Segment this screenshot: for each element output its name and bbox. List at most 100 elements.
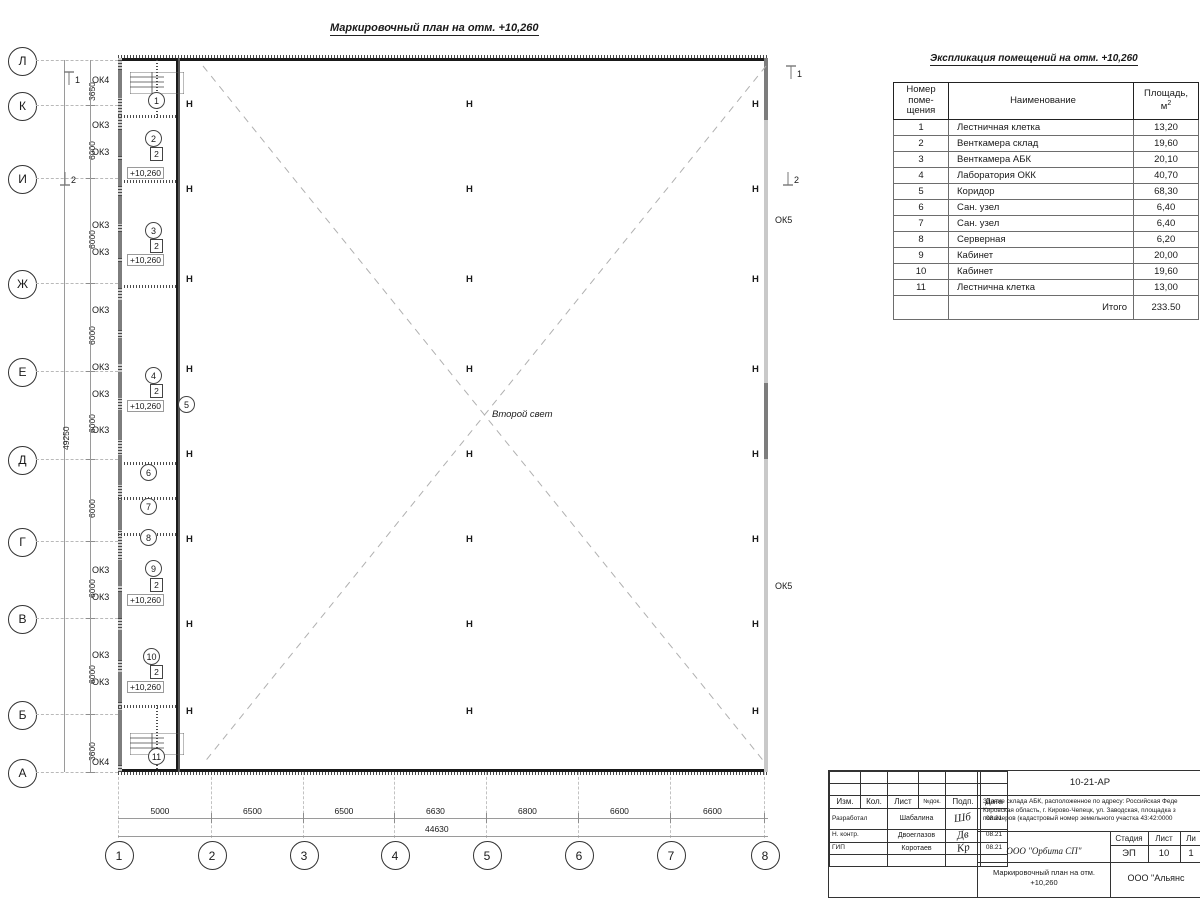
column-mark: Н bbox=[186, 619, 193, 630]
window-opening-left bbox=[118, 262, 122, 288]
axis-bubble-5[interactable]: 5 bbox=[472, 841, 502, 870]
axis-bubble-3[interactable]: 3 bbox=[289, 841, 319, 870]
wall-top bbox=[118, 58, 768, 61]
column-mark: Н bbox=[752, 619, 759, 630]
section-mark-label: 1 bbox=[797, 69, 803, 79]
room-level-label: +10,260 bbox=[127, 681, 164, 693]
room-number-marker[interactable]: 4 bbox=[145, 367, 162, 384]
cell-number: 10 bbox=[893, 262, 949, 280]
room-number-marker[interactable]: 9 bbox=[145, 560, 162, 577]
rev-col-kol: Кол. bbox=[860, 795, 888, 809]
horizontal-dim-text: 6800 bbox=[518, 806, 537, 816]
title-block: Изм. Кол. Лист №док. Подп. Дата Разработ… bbox=[828, 770, 1200, 898]
vertical-overall-dim-line bbox=[64, 60, 65, 772]
axis-grid-line-3 bbox=[303, 772, 304, 838]
cell-name: Коридор bbox=[948, 182, 1134, 200]
axis-bubble-7[interactable]: 7 bbox=[656, 841, 686, 870]
column-mark: Н bbox=[186, 274, 193, 285]
window-type-label: ОК3 bbox=[92, 592, 110, 602]
axis-bubble-8[interactable]: 8 bbox=[750, 841, 780, 870]
axis-bubble-К[interactable]: К bbox=[8, 91, 37, 121]
total-label: Итого bbox=[948, 294, 1134, 320]
room-number-marker[interactable]: 10 bbox=[143, 648, 160, 665]
desc-line-1: Здание склада АБК, расположенное по адре… bbox=[983, 798, 1178, 805]
area-hdr-l2: м2 bbox=[1160, 99, 1172, 113]
interior-wall bbox=[118, 180, 180, 183]
horizontal-dim-line bbox=[118, 818, 768, 819]
room-number-marker[interactable]: 2 bbox=[145, 130, 162, 147]
hdr-l1: Номер bbox=[906, 84, 936, 95]
cell-area: 13,00 bbox=[1133, 278, 1199, 296]
room-category-marker: 2 bbox=[150, 578, 163, 592]
axis-grid-line-Г bbox=[36, 541, 118, 542]
sheet-title-line-1: Маркировочный план на отм. bbox=[992, 868, 1096, 877]
window-type-label: ОК3 bbox=[92, 650, 110, 660]
room-number-marker[interactable]: 7 bbox=[140, 498, 157, 515]
table-total-row: Итого 233.50 bbox=[893, 294, 1199, 320]
axis-bubble-И[interactable]: И bbox=[8, 164, 37, 194]
room-number-marker[interactable]: 5 bbox=[178, 396, 195, 413]
column-mark: Н bbox=[466, 534, 473, 545]
axis-bubble-4[interactable]: 4 bbox=[380, 841, 410, 870]
window-opening-left bbox=[118, 455, 122, 485]
room-number-marker[interactable]: 11 bbox=[148, 748, 165, 765]
window-opening-left bbox=[118, 672, 122, 702]
col-header-name: Наименование bbox=[948, 82, 1134, 120]
section-mark[interactable]: 1 bbox=[64, 71, 80, 93]
column-mark: Н bbox=[466, 99, 473, 110]
section-mark-label: 2 bbox=[794, 175, 800, 185]
window-opening-left bbox=[118, 735, 122, 765]
axis-bubble-6[interactable]: 6 bbox=[564, 841, 594, 870]
horizontal-dim-tick bbox=[211, 813, 212, 823]
room-number-marker[interactable]: 8 bbox=[140, 529, 157, 546]
window-opening-left bbox=[118, 338, 122, 364]
role-name-0: Шабалина bbox=[887, 808, 946, 830]
axis-bubble-1[interactable]: 1 bbox=[104, 841, 134, 870]
room-level-label: +10,260 bbox=[127, 167, 164, 179]
column-mark: Н bbox=[186, 184, 193, 195]
cell-area: 20,00 bbox=[1133, 246, 1199, 264]
axis-bubble-В[interactable]: В bbox=[8, 604, 37, 634]
area-sup: 2 bbox=[1167, 99, 1172, 107]
room-level-label: +10,260 bbox=[127, 254, 164, 266]
room-category-marker: 2 bbox=[150, 665, 163, 679]
total-value: 233.50 bbox=[1133, 294, 1199, 320]
cell-number: 4 bbox=[893, 166, 949, 184]
window-opening-left bbox=[118, 630, 122, 660]
axis-bubble-Ж[interactable]: Ж bbox=[8, 269, 37, 299]
axis-bubble-А[interactable]: А bbox=[8, 758, 37, 788]
axis-bubble-Д[interactable]: Д bbox=[8, 445, 37, 475]
section-mark[interactable]: 1 bbox=[786, 65, 803, 87]
table-row: 2 Венткамера склад 19,60 bbox=[893, 134, 1199, 152]
stamp-role-row-1: Разработал Шабалина Шб 08.21 bbox=[829, 808, 1008, 830]
room-number-marker[interactable]: 1 bbox=[148, 92, 165, 109]
hdr-l3: щения bbox=[906, 105, 936, 117]
room-number-marker[interactable]: 6 bbox=[140, 464, 157, 481]
axis-bubble-Б[interactable]: Б bbox=[8, 700, 37, 730]
window-opening-left bbox=[118, 592, 122, 618]
design-company: ООО "Орбита СП" bbox=[1006, 846, 1082, 856]
cell-area: 68,30 bbox=[1133, 182, 1199, 200]
cell-number: 8 bbox=[893, 230, 949, 248]
section-mark[interactable]: 2 bbox=[783, 172, 800, 193]
cell-name: Серверная bbox=[948, 230, 1134, 248]
horizontal-dim-text: 6500 bbox=[334, 806, 354, 816]
horizontal-overall-dim-text: 44630 bbox=[425, 824, 449, 834]
axis-bubble-2[interactable]: 2 bbox=[197, 841, 227, 870]
wall-corridor-outer bbox=[176, 58, 179, 772]
axis-grid-line-4 bbox=[394, 772, 395, 838]
room-number-marker[interactable]: 3 bbox=[145, 222, 162, 239]
hdr-l2: поме- bbox=[908, 94, 934, 106]
axis-bubble-Л[interactable]: Л bbox=[8, 46, 37, 76]
code-divider bbox=[978, 795, 1200, 796]
desc-line-2: Кировская область, г. Кирово-Чепецк, ул.… bbox=[983, 806, 1176, 814]
column-mark: Н bbox=[186, 364, 193, 375]
axis-bubble-Е[interactable]: Е bbox=[8, 357, 37, 387]
sheets-header-cell: Ли bbox=[1180, 831, 1200, 846]
interior-wall bbox=[156, 58, 158, 118]
section-mark[interactable]: 2 bbox=[60, 172, 76, 193]
cell-area: 20,10 bbox=[1133, 150, 1199, 168]
window-opening-left bbox=[118, 372, 122, 398]
axis-bubble-Г[interactable]: Г bbox=[8, 527, 37, 557]
table-row: 4 Лаборатория ОКК 40,70 bbox=[893, 166, 1199, 184]
